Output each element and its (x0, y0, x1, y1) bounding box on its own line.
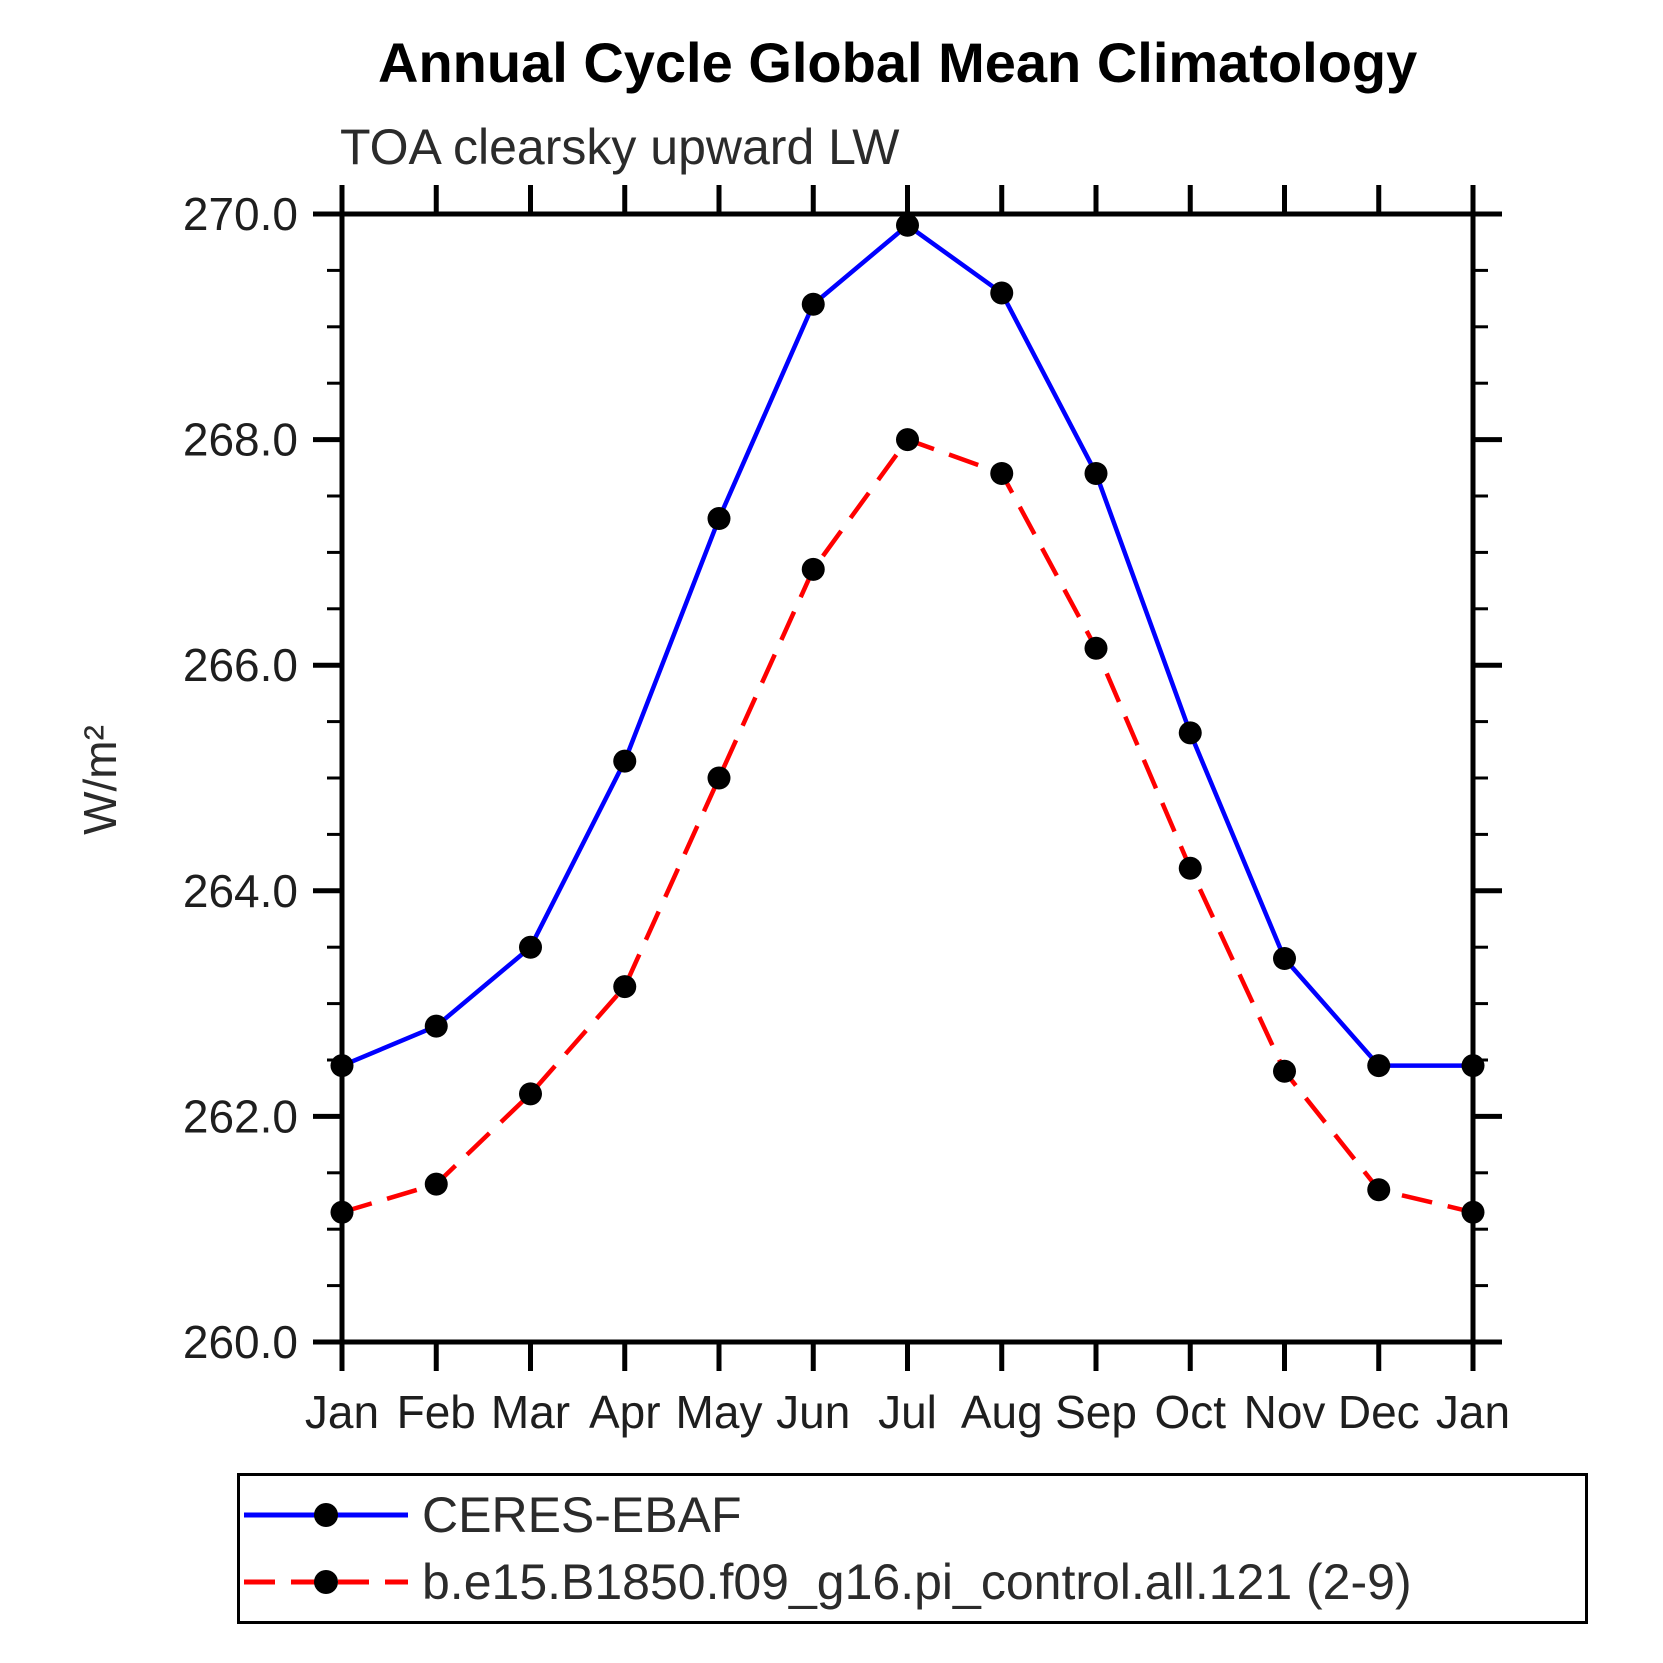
legend-swatch (244, 1502, 408, 1527)
data-point (707, 766, 731, 790)
data-point (896, 428, 919, 452)
y-tick-label: 266.0 (183, 639, 298, 691)
data-point (424, 1172, 448, 1196)
y-tick-label: 268.0 (183, 414, 298, 466)
data-point (519, 935, 542, 959)
legend-item: CERES-EBAF (242, 1486, 1585, 1544)
data-point (1461, 1200, 1485, 1224)
series-line-0 (341, 222, 1473, 1068)
data-point (1084, 461, 1108, 485)
data-point (1273, 1059, 1296, 1083)
y-tick-label: 262.0 (183, 1090, 298, 1142)
data-point (990, 461, 1014, 485)
data-point (1178, 721, 1202, 745)
chart-subtitle: TOA clearsky upward LW (340, 119, 900, 175)
x-tick-label: Jul (878, 1386, 937, 1438)
data-point (1461, 1054, 1485, 1078)
data-point (613, 749, 637, 773)
y-tick-label: 270.0 (183, 188, 298, 240)
legend-swatch (244, 1570, 408, 1595)
x-tick-label: Sep (1055, 1386, 1137, 1438)
data-point (990, 281, 1014, 305)
data-point (330, 1054, 354, 1078)
data-point (519, 1082, 542, 1106)
chart-title: Annual Cycle Global Mean Climatology (378, 31, 1418, 94)
data-point (424, 1014, 448, 1038)
y-tick-label: 260.0 (183, 1316, 298, 1368)
data-point (1178, 856, 1202, 880)
legend-marker-dot (314, 1570, 338, 1595)
x-tick-label: Oct (1154, 1386, 1226, 1438)
data-point (1367, 1178, 1391, 1202)
data-point (1084, 636, 1108, 660)
x-tick-label: Apr (589, 1386, 661, 1438)
data-point (1273, 946, 1296, 970)
x-tick-label: May (676, 1386, 763, 1438)
series-line-1 (341, 436, 1474, 1215)
x-tick-label: Jun (776, 1386, 850, 1438)
data-point (1367, 1054, 1391, 1078)
data-point (801, 292, 825, 316)
data-point (801, 557, 825, 581)
x-tick-label: Feb (397, 1386, 476, 1438)
legend-label: b.e15.B1850.f09_g16.pi_control.all.121 (… (422, 1554, 1412, 1611)
x-tick-label: Jan (1436, 1386, 1510, 1438)
x-tick-label: Nov (1244, 1386, 1326, 1438)
plot-border (339, 211, 1476, 1345)
legend-box: CERES-EBAF b.e15.B1850.f09_g16.pi_contro… (237, 1473, 1588, 1624)
legend-item: b.e15.B1850.f09_g16.pi_control.all.121 (… (242, 1553, 1585, 1611)
y-tick-label: 264.0 (183, 865, 298, 917)
data-point (896, 213, 919, 237)
x-tick-label: Dec (1338, 1386, 1420, 1438)
data-point (613, 975, 637, 999)
legend-label: CERES-EBAF (422, 1486, 742, 1543)
legend-marker-dot (314, 1502, 338, 1527)
x-tick-label: Mar (491, 1386, 570, 1438)
data-point (330, 1200, 354, 1224)
x-tick-label: Aug (961, 1386, 1043, 1438)
data-point (707, 507, 731, 531)
x-tick-label: Jan (305, 1386, 379, 1438)
